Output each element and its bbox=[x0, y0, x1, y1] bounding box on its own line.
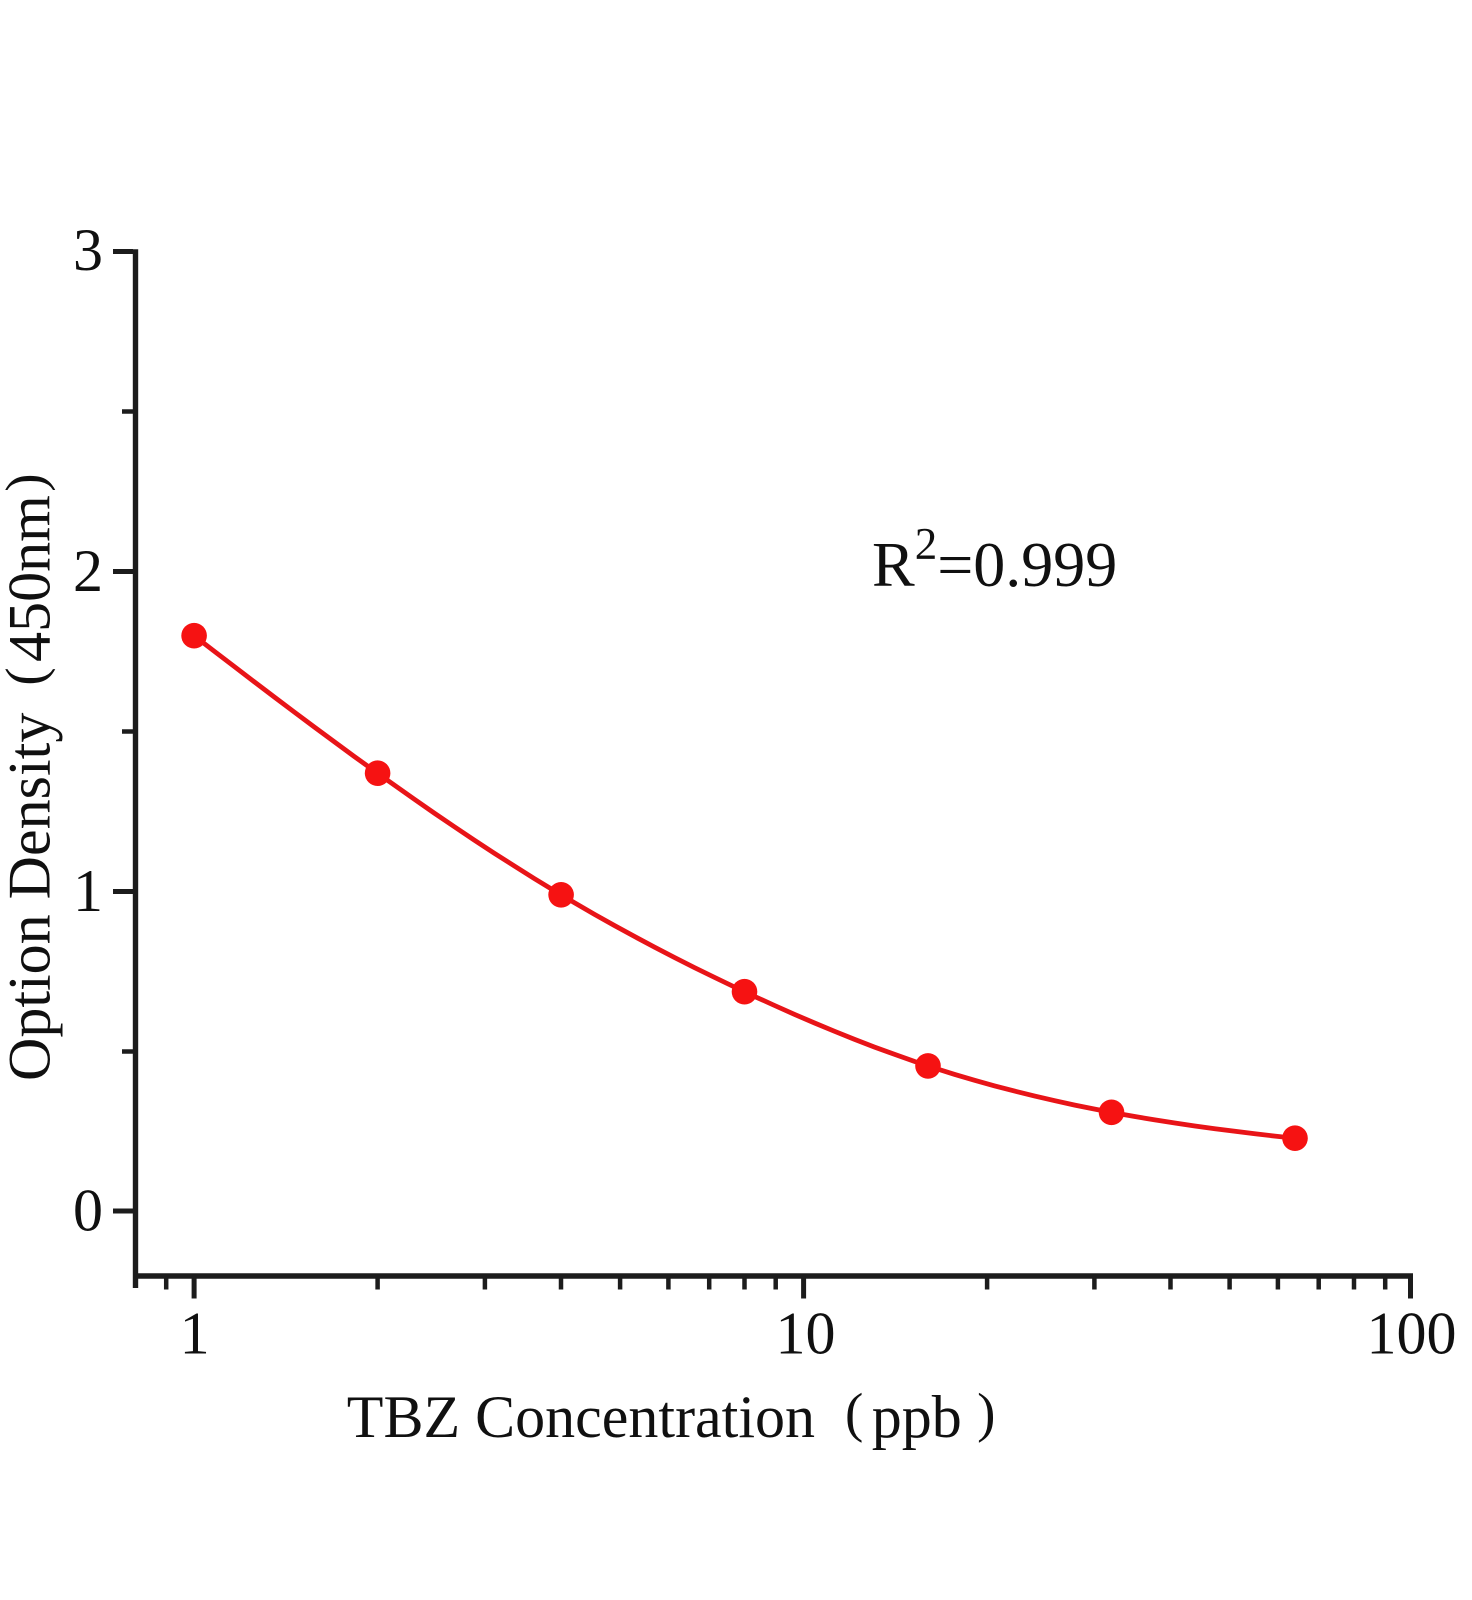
svg-text:2: 2 bbox=[73, 538, 103, 604]
svg-text:Option Density(450nm): Option Density(450nm) bbox=[0, 473, 63, 1081]
svg-text:10: 10 bbox=[776, 1301, 836, 1367]
svg-text:R2=0.999: R2=0.999 bbox=[872, 519, 1117, 600]
svg-text:TBZ Concentration(ppb): TBZ Concentration(ppb) bbox=[347, 1382, 996, 1450]
svg-text:1: 1 bbox=[73, 858, 103, 924]
svg-text:1: 1 bbox=[180, 1301, 210, 1367]
svg-text:100: 100 bbox=[1367, 1301, 1457, 1367]
svg-text:3: 3 bbox=[73, 217, 103, 283]
svg-text:0: 0 bbox=[73, 1178, 103, 1244]
